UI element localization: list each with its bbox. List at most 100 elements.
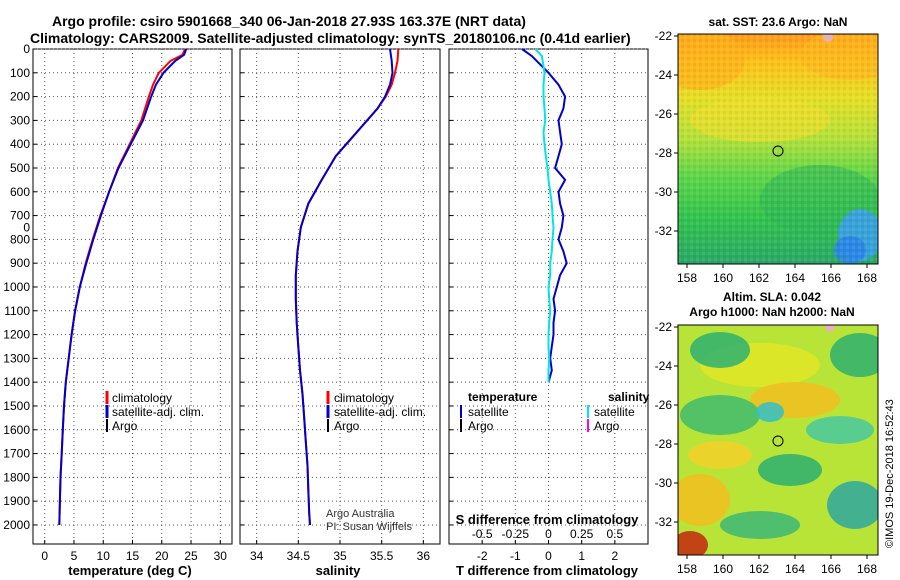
map-y-tick-label: -26 — [655, 107, 673, 121]
legend-argo-label: Argo — [112, 419, 138, 433]
legend-salinity-title: salinity — [608, 390, 650, 404]
y-tick-label: 800 — [10, 232, 30, 246]
x-tick-label: 34 — [250, 549, 264, 563]
s-diff-tick-label: 0.25 — [570, 527, 594, 541]
y-tick-label: 1000 — [3, 280, 30, 294]
map-y-tick-label: -28 — [655, 437, 673, 451]
y-tick-label: 1300 — [3, 351, 30, 365]
legend-satellite-label: satellite-adj. clim. — [112, 405, 204, 419]
map-x-tick-label: 162 — [749, 562, 769, 576]
temperature-grid — [33, 48, 232, 544]
sla-map-panel: Altim. SLA: 0.042 Argo h1000: NaN h2000:… — [655, 290, 879, 576]
legend-argo-label: Argo — [334, 419, 360, 433]
difference-grid — [449, 48, 648, 544]
difference-xlabel: T difference from climatology — [456, 563, 639, 578]
salinity-xlabel: salinity — [316, 563, 362, 578]
y-tick-label: 600 — [10, 185, 30, 199]
y-tick-label: 1700 — [3, 447, 30, 461]
x-tick-label: 5 — [71, 549, 78, 563]
map-x-tick-label: 164 — [785, 562, 805, 576]
argo-float-marker-sla — [772, 435, 784, 447]
sst-map-title: sat. SST: 23.6 Argo: NaN — [709, 15, 848, 29]
s-diff-tick-label: -0.25 — [502, 527, 530, 541]
y-tick-label: 0 — [23, 42, 30, 56]
s-diff-tick-label: 0 — [545, 527, 552, 541]
x-tick-label: 20 — [155, 549, 169, 563]
x-tick-label: 1 — [578, 549, 585, 563]
map-x-tick-label: 160 — [713, 271, 733, 285]
salinity-panel: 34 34.5 35 35.5 36 salinity climatology sate… — [239, 48, 441, 578]
map-x-tick-label: 158 — [677, 271, 697, 285]
y-tick-label: 500 — [10, 161, 30, 175]
sla-map-ticks: -22 -24 -26 -28 -30 -32 158 160 162 164 166 168 — [655, 320, 878, 576]
credit-argo-australia: Argo Australia — [326, 508, 395, 520]
legend-climatology-label: climatology — [334, 391, 394, 405]
sla-map-title-line2: Argo h1000: NaN h2000: NaN — [689, 305, 854, 319]
map-y-tick-label: -30 — [655, 476, 673, 490]
legend-temperature-title: temperature — [468, 390, 538, 404]
s-diff-tick-label: 0.5 — [606, 527, 623, 541]
salinity-ticks: 34 34.5 35 35.5 36 — [240, 48, 431, 563]
difference-ticks: -2 -1 0 1 2 -0.5 -0.25 0 0.25 0.5 — [449, 48, 623, 563]
map-y-tick-label: -26 — [655, 398, 673, 412]
map-y-tick-label: -32 — [655, 224, 673, 238]
sst-map-image — [678, 34, 878, 264]
legend-s-argo-label: Argo — [594, 419, 620, 433]
x-tick-label: 0 — [545, 549, 552, 563]
y-tick-label: 400 — [10, 137, 30, 151]
temperature-ticks: 0100200300400500600700800900100011001200… — [3, 42, 227, 563]
argo-float-marker — [772, 145, 784, 157]
temperature-legend: climatology satellite-adj. clim. Argo — [105, 391, 204, 433]
x-tick-label: 25 — [184, 549, 198, 563]
temperature-xlabel: temperature (deg C) — [68, 563, 192, 578]
y-tick-label: 1900 — [3, 494, 30, 508]
y-tick-label: 300 — [10, 113, 30, 127]
x-tick-label: 36 — [417, 549, 431, 563]
x-tick-label: 2 — [611, 549, 618, 563]
x-tick-label: -2 — [477, 549, 488, 563]
x-tick-label: 0 — [41, 549, 48, 563]
map-x-tick-label: 166 — [821, 562, 841, 576]
map-x-tick-label: 166 — [821, 271, 841, 285]
map-y-tick-label: -32 — [655, 515, 673, 529]
sst-map-frame — [677, 33, 879, 265]
y-tick-label: 100 — [10, 66, 30, 80]
figure-title-line2: Climatology: CARS2009. Satellite-adjuste… — [30, 30, 631, 46]
difference-legend-salinity: salinity satellite Argo — [587, 390, 650, 433]
salinity-series — [294, 48, 400, 526]
map-x-tick-label: 158 — [677, 562, 697, 576]
series-line-satellite-adj-clim- — [294, 48, 394, 526]
legend-s-satellite-label: satellite — [594, 405, 635, 419]
series-line-climatology — [294, 48, 400, 526]
series-line-s-satellite — [534, 48, 555, 383]
map-y-tick-label: -30 — [655, 185, 673, 199]
y-tick-label: 1500 — [3, 399, 30, 413]
sla-map-title-line1: Altim. SLA: 0.042 — [723, 290, 821, 304]
sla-map-frame — [677, 324, 879, 556]
x-tick-label: 35.5 — [370, 549, 394, 563]
legend-climatology-label: climatology — [112, 391, 172, 405]
x-tick-label: 34.5 — [287, 549, 311, 563]
legend-t-satellite-label: satellite — [468, 405, 509, 419]
map-x-tick-label: 168 — [857, 562, 877, 576]
y-tick-label: 200 — [10, 90, 30, 104]
y-tick-label: 2000 — [3, 518, 30, 532]
series-line-t-satellite — [521, 48, 568, 383]
y-tick-label: 1200 — [3, 328, 30, 342]
temperature-series — [58, 48, 188, 526]
series-line-climatology — [58, 48, 187, 526]
y-tick-label: 700 — [10, 209, 30, 223]
y-tick-label: 0 — [23, 220, 30, 234]
sla-map-image — [678, 325, 878, 555]
imos-timestamp: ©IMOS 19-Dec-2018 16:52:43 — [884, 399, 896, 548]
y-tick-label: 1100 — [4, 304, 30, 318]
x-tick-label: 35 — [333, 549, 347, 563]
sst-map-ticks: -22 -24 -26 -28 -30 -32 158 160 162 164 166 168 — [655, 29, 878, 285]
difference-series — [521, 48, 568, 383]
map-x-tick-label: 164 — [785, 271, 805, 285]
y-tick-label: 900 — [10, 256, 30, 270]
x-tick-label: 10 — [97, 549, 111, 563]
legend-t-argo-label: Argo — [468, 419, 494, 433]
x-tick-label: 15 — [126, 549, 140, 563]
salinity-grid — [240, 48, 440, 544]
